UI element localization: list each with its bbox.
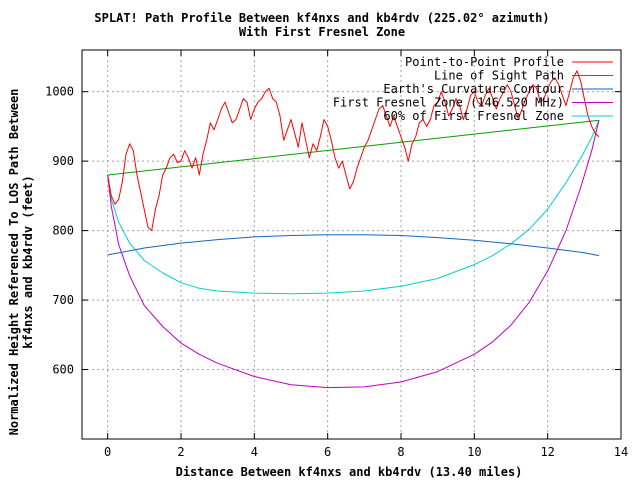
x-tick-label: 0 (104, 445, 111, 459)
y-tick-label: 900 (52, 154, 74, 168)
chart-subtitle: With First Fresnel Zone (239, 25, 405, 39)
series-line-1 (107, 119, 600, 176)
plot-frame (81, 49, 622, 440)
tick-layer: 0 2 4 6 8 10 12 14 600 700 800 900 1000 (45, 50, 628, 459)
legend-label: Earth's Curvature Contour (383, 82, 564, 96)
y-axis-label-line1: Normalized Height Referenced To LOS Path… (7, 89, 21, 436)
legend-label: 60% of First Fresnel Zone (383, 109, 564, 123)
x-tick-label: 10 (467, 445, 481, 459)
x-tick-label: 4 (251, 445, 258, 459)
chart-title: SPLAT! Path Profile Between kf4nxs and k… (94, 11, 549, 25)
x-axis-label: Distance Between kf4nxs and kb4rdv (13.4… (176, 465, 523, 479)
x-tick-label: 14 (614, 445, 628, 459)
series-line-2 (107, 234, 600, 257)
x-tick-label: 6 (324, 445, 331, 459)
y-tick-label: 700 (52, 293, 74, 307)
y-tick-label: 1000 (45, 85, 74, 99)
y-tick-label: 600 (52, 363, 74, 377)
legend-label: First Fresnel Zone (146.520 MHz) (333, 96, 564, 110)
y-tick-label: 800 (52, 224, 74, 238)
x-tick-label: 2 (177, 445, 184, 459)
y-axis-label-line2: kf4nxs and kb4rdv (feet) (21, 175, 35, 348)
legend-label: Point-to-Point Profile (405, 55, 564, 69)
series-layer (107, 70, 600, 389)
x-tick-label: 8 (397, 445, 404, 459)
series-line-0 (107, 70, 600, 232)
series-line-4 (107, 120, 600, 295)
legend-label: Line of Sight Path (434, 69, 564, 83)
x-tick-label: 12 (540, 445, 554, 459)
series-line-3 (107, 120, 600, 389)
